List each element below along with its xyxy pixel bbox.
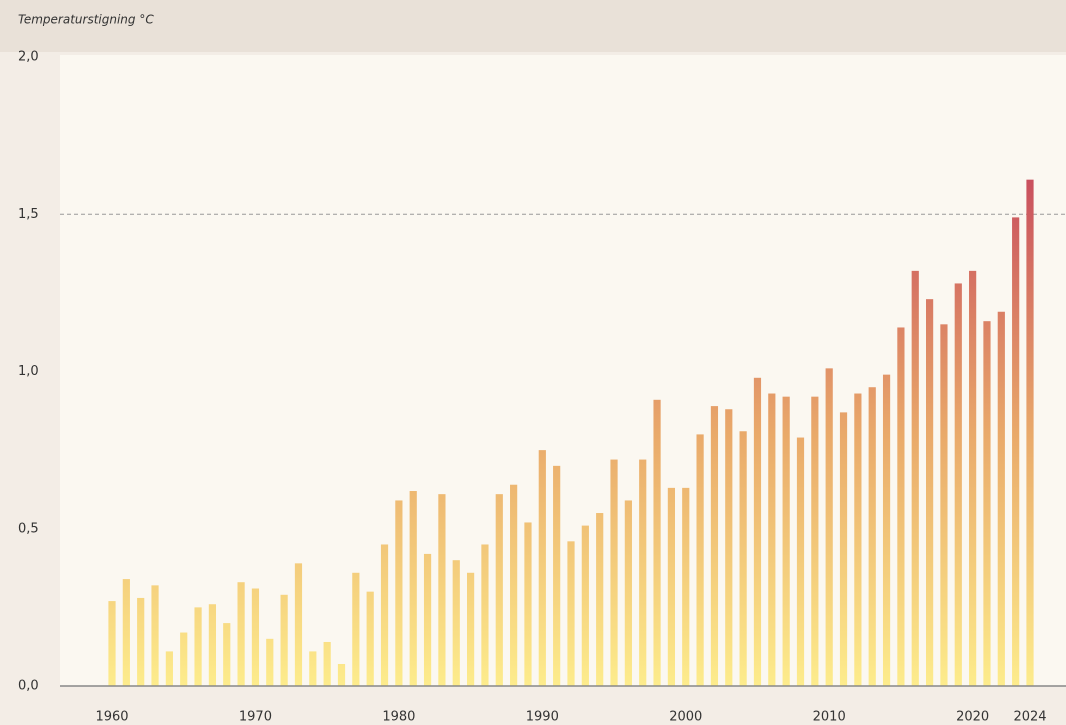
y-tick-label: 1,5 <box>18 207 39 222</box>
bar <box>481 544 489 686</box>
chart-title: Temperaturstigning °C <box>18 13 154 27</box>
bar <box>466 572 475 686</box>
bar <box>639 459 647 686</box>
bar <box>524 522 532 686</box>
bar <box>223 623 231 686</box>
x-tick-label: 2000 <box>669 710 702 725</box>
bar <box>309 651 317 686</box>
bar <box>839 412 848 686</box>
bar <box>294 563 303 686</box>
bar <box>122 579 130 686</box>
bar <box>897 327 905 686</box>
bar <box>180 632 188 686</box>
bar <box>596 513 604 686</box>
bar <box>538 450 546 686</box>
bar <box>251 588 260 686</box>
x-tick-label: 2020 <box>956 710 989 725</box>
bar <box>567 541 575 686</box>
bar <box>997 311 1005 686</box>
x-tick-label: 1990 <box>526 710 559 725</box>
bar <box>1012 217 1020 686</box>
y-tick-label: 0,5 <box>18 521 39 536</box>
bar <box>782 396 790 686</box>
bar <box>237 582 245 686</box>
bar <box>366 591 374 686</box>
x-tick-label: 2010 <box>813 710 846 725</box>
bar <box>553 465 561 686</box>
bar <box>1026 179 1034 686</box>
bar <box>409 491 417 686</box>
bar <box>165 651 173 686</box>
bar <box>266 638 274 686</box>
bar <box>337 663 346 686</box>
bar <box>438 494 446 686</box>
x-tick-label: 1960 <box>95 710 128 725</box>
y-tick-label: 1,0 <box>18 364 39 379</box>
bar <box>395 500 403 686</box>
bar <box>925 299 934 686</box>
x-tick-label: 2024 <box>1013 710 1046 725</box>
bar <box>868 387 876 686</box>
bar <box>811 396 819 686</box>
bar <box>696 434 704 686</box>
bar <box>753 377 762 686</box>
bar <box>452 560 460 686</box>
bar <box>323 641 331 686</box>
bar <box>739 431 747 686</box>
bar <box>911 270 919 686</box>
bar <box>352 572 360 686</box>
bar <box>882 374 891 686</box>
bar <box>510 484 518 686</box>
bar <box>768 393 776 686</box>
bar <box>380 544 389 686</box>
bar <box>137 597 145 686</box>
bar <box>610 459 618 686</box>
bar <box>151 585 159 686</box>
y-tick-label: 0,0 <box>18 679 39 694</box>
x-tick-label: 1980 <box>382 710 415 725</box>
bar <box>208 604 217 686</box>
bar <box>940 324 948 686</box>
bar <box>825 368 833 686</box>
bar <box>667 487 676 686</box>
bar <box>682 487 690 686</box>
bar <box>725 409 733 686</box>
header-image <box>0 0 1066 52</box>
bar <box>280 594 288 686</box>
x-tick-label: 1970 <box>239 710 272 725</box>
bar <box>854 393 862 686</box>
bar <box>983 321 991 686</box>
y-tick-label: 2,0 <box>18 50 39 65</box>
bar <box>954 283 962 686</box>
bar <box>624 500 632 686</box>
bar <box>653 399 661 686</box>
bar <box>969 270 977 686</box>
bar <box>796 437 805 686</box>
bar <box>108 601 116 686</box>
bar <box>423 553 432 686</box>
bar <box>194 607 202 686</box>
bar <box>495 494 503 686</box>
bar <box>710 406 719 686</box>
bar <box>581 525 589 686</box>
